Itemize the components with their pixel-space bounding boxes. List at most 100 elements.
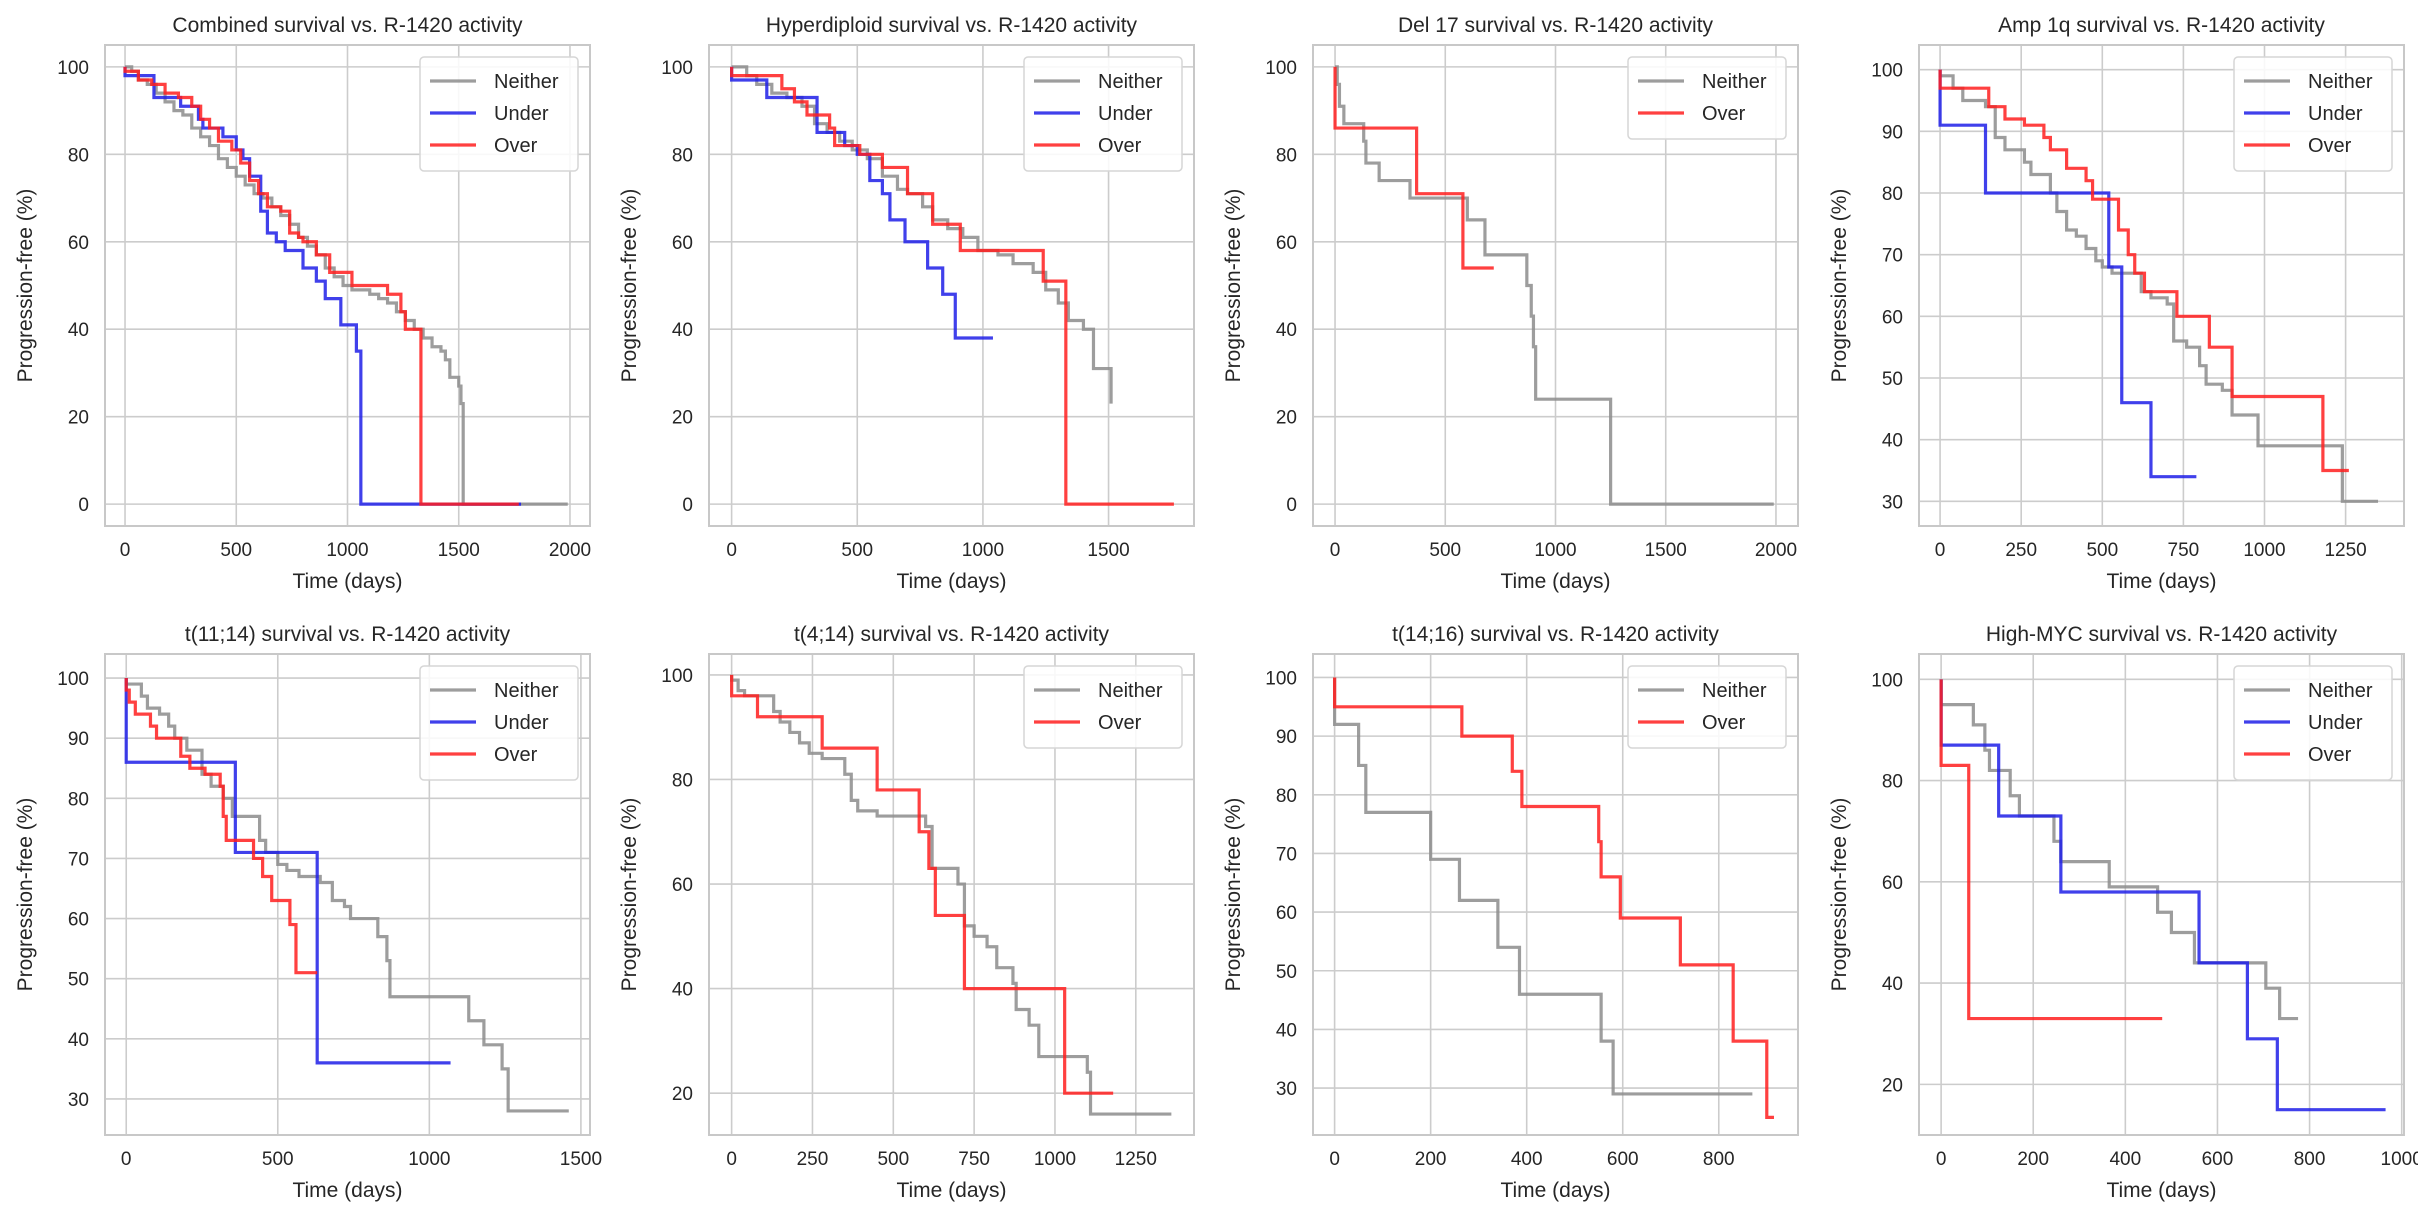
legend-label-neither: Neither xyxy=(494,71,559,93)
y-tick-label: 20 xyxy=(68,408,89,429)
series-line-under xyxy=(730,66,993,340)
legend-box xyxy=(1023,665,1183,749)
series-line-over xyxy=(1938,69,2349,473)
y-tick-label: 30 xyxy=(68,1090,89,1111)
series-line-over xyxy=(1939,679,2163,1021)
y-tick-label: 40 xyxy=(1276,1020,1297,1041)
y-tick-label: 100 xyxy=(1871,670,1903,691)
y-tick-label: 30 xyxy=(1276,1079,1297,1100)
x-axis-label: Time (days) xyxy=(896,1179,1006,1202)
series-line-neither xyxy=(1938,69,2379,503)
x-tick-label: 2000 xyxy=(549,540,591,561)
x-axis-label: Time (days) xyxy=(2106,1179,2216,1202)
legend: Neither Under Over xyxy=(419,665,579,781)
y-tick-label: 80 xyxy=(1882,772,1903,793)
y-tick-label: 40 xyxy=(672,320,693,341)
y-tick-label: 60 xyxy=(1882,307,1903,328)
y-tick-label: 20 xyxy=(1276,408,1297,429)
legend: Neither Under Over xyxy=(2233,56,2393,172)
y-tick-label: 20 xyxy=(1882,1075,1903,1096)
x-tick-label: 1500 xyxy=(438,540,480,561)
x-tick-label: 200 xyxy=(1415,1149,1447,1170)
x-tick-label: 600 xyxy=(1607,1149,1639,1170)
legend-label-neither: Neither xyxy=(2308,680,2373,702)
x-tick-label: 500 xyxy=(2086,540,2118,561)
legend: Neither Under Over xyxy=(2233,665,2393,781)
legend-box xyxy=(1023,56,1183,172)
y-tick-label: 80 xyxy=(1882,184,1903,205)
y-tick-label: 20 xyxy=(672,1084,693,1105)
y-tick-label: 60 xyxy=(68,233,89,254)
y-axis-label: Progression-free (%) xyxy=(1222,798,1245,992)
y-axis-label: Progression-free (%) xyxy=(618,798,641,992)
x-tick-label: 500 xyxy=(877,1149,909,1170)
y-tick-label: 100 xyxy=(1265,668,1297,689)
x-tick-label: 1000 xyxy=(326,540,368,561)
legend-label-over: Over xyxy=(1098,712,1142,734)
legend-box xyxy=(1627,665,1787,749)
chart-panel-2: 0 500 1000 1500 0 20 40 60 80 100 Hyperdiploid sur… xyxy=(618,14,1195,593)
x-tick-label: 750 xyxy=(2168,540,2200,561)
x-tick-label: 0 xyxy=(1329,1149,1340,1170)
y-tick-label: 100 xyxy=(661,666,693,687)
x-tick-label: 500 xyxy=(262,1149,294,1170)
legend-label-under: Under xyxy=(494,103,549,125)
y-tick-label: 80 xyxy=(672,770,693,791)
x-tick-label: 1000 xyxy=(2381,1149,2418,1170)
y-tick-label: 40 xyxy=(1882,974,1903,995)
y-tick-label: 80 xyxy=(672,145,693,166)
plot-frame xyxy=(1918,44,2405,527)
y-tick-label: 0 xyxy=(1286,495,1297,516)
x-axis-label: Time (days) xyxy=(292,1179,402,1202)
y-tick-label: 100 xyxy=(57,669,89,690)
x-tick-label: 0 xyxy=(726,540,737,561)
legend-label-under: Under xyxy=(2308,712,2363,734)
y-tick-label: 50 xyxy=(1882,369,1903,390)
x-tick-label: 1000 xyxy=(1534,540,1576,561)
x-tick-label: 500 xyxy=(841,540,873,561)
legend: Neither Under Over xyxy=(419,56,579,172)
y-axis-label: Progression-free (%) xyxy=(14,189,37,383)
plot-frame xyxy=(708,653,1195,1136)
series-line-over xyxy=(730,66,1174,506)
y-tick-label: 90 xyxy=(68,729,89,750)
x-tick-label: 1000 xyxy=(408,1149,450,1170)
legend: Neither Over xyxy=(1627,665,1787,749)
x-tick-label: 1250 xyxy=(1115,1149,1157,1170)
y-tick-label: 40 xyxy=(1276,320,1297,341)
x-tick-label: 1500 xyxy=(1087,540,1129,561)
y-tick-label: 70 xyxy=(1276,844,1297,865)
y-tick-label: 100 xyxy=(1871,61,1903,82)
legend-label-over: Over xyxy=(494,744,538,766)
y-tick-label: 100 xyxy=(57,58,89,79)
y-axis-label: Progression-free (%) xyxy=(14,798,37,992)
chart-title: t(4;14) survival vs. R-1420 activity xyxy=(794,623,1110,646)
legend: Neither Over xyxy=(1627,56,1787,140)
y-axis-label: Progression-free (%) xyxy=(1828,798,1851,992)
x-tick-label: 400 xyxy=(1511,1149,1543,1170)
chart-title: Amp 1q survival vs. R-1420 activity xyxy=(1998,14,2325,37)
x-tick-label: 0 xyxy=(1935,540,1946,561)
y-axis-label: Progression-free (%) xyxy=(618,189,641,383)
series-line-neither xyxy=(124,678,569,1113)
x-tick-label: 250 xyxy=(2005,540,2037,561)
y-tick-label: 80 xyxy=(1276,145,1297,166)
legend-label-over: Over xyxy=(2308,744,2352,766)
x-tick-label: 0 xyxy=(1330,540,1341,561)
x-tick-label: 0 xyxy=(1936,1149,1947,1170)
x-tick-label: 800 xyxy=(1703,1149,1735,1170)
y-tick-label: 60 xyxy=(1276,233,1297,254)
x-axis-label: Time (days) xyxy=(2106,570,2216,593)
y-axis-label: Progression-free (%) xyxy=(1222,189,1245,383)
legend-label-over: Over xyxy=(1702,103,1746,125)
plot-frame xyxy=(104,653,591,1136)
legend-label-under: Under xyxy=(1098,103,1153,125)
series-line-over xyxy=(123,66,519,506)
x-tick-label: 400 xyxy=(2109,1149,2141,1170)
y-tick-label: 60 xyxy=(672,875,693,896)
chart-title: t(11;14) survival vs. R-1420 activity xyxy=(185,623,511,646)
y-tick-label: 70 xyxy=(1882,246,1903,267)
legend-label-neither: Neither xyxy=(1098,680,1163,702)
legend: Neither Over xyxy=(1023,665,1183,749)
